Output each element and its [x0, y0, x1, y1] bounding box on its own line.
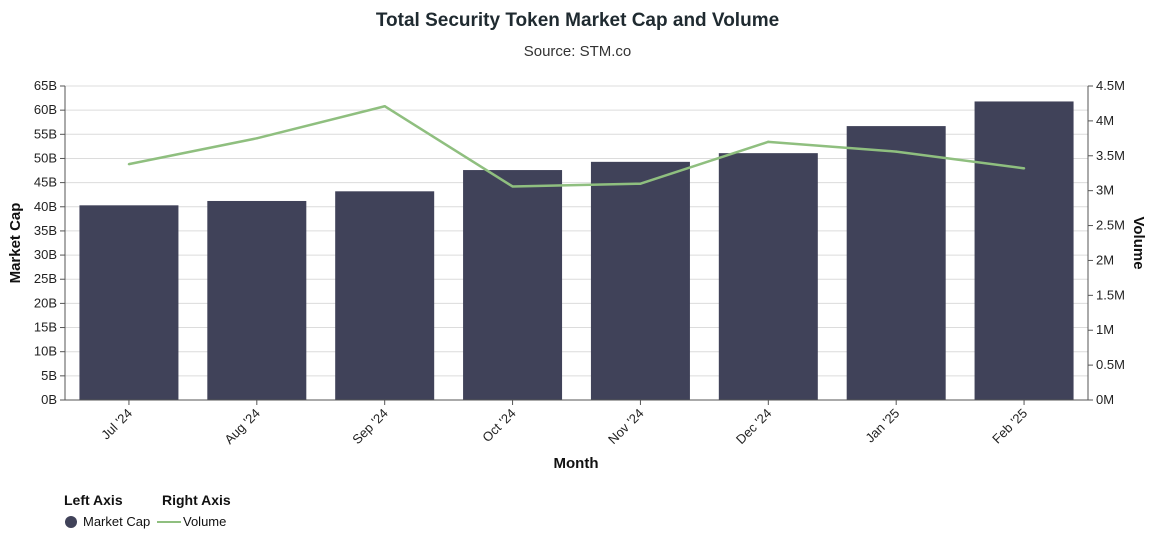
x-tick-label: Sep '24 — [349, 406, 390, 447]
point-volume — [1022, 167, 1026, 170]
left-axis-title: Market Cap — [7, 203, 24, 284]
point-volume — [894, 150, 898, 153]
bar-market-cap — [79, 205, 179, 400]
right-tick-label: 1.5M — [1096, 287, 1125, 302]
legend-swatch-circle-icon — [65, 515, 77, 528]
left-tick-label: 50B — [34, 150, 57, 165]
line-volume — [128, 104, 1025, 188]
line-series — [127, 104, 1026, 188]
left-tick-label: 55B — [34, 126, 57, 141]
bar-series — [79, 101, 1074, 400]
bar-market-cap — [846, 126, 946, 400]
x-tick-label: Dec '24 — [733, 406, 774, 447]
right-tick-label: 2.5M — [1096, 218, 1125, 233]
legend-label-volume: Volume — [183, 514, 227, 529]
right-tick-label: 3M — [1096, 183, 1114, 198]
legend-right-header: Right Axis — [162, 492, 231, 508]
bar-market-cap — [590, 161, 690, 400]
x-tick-label: Aug '24 — [221, 406, 262, 447]
right-tick-label: 2M — [1096, 252, 1114, 267]
x-tick-label: Oct '24 — [479, 406, 518, 445]
left-tick-label: 20B — [34, 295, 57, 310]
bar-market-cap — [718, 153, 818, 400]
legend-left-header: Left Axis — [64, 492, 123, 508]
point-volume — [511, 185, 514, 188]
legend-item-volume: Volume — [157, 514, 226, 529]
bar-market-cap — [974, 101, 1074, 400]
bar-market-cap — [207, 200, 307, 400]
right-tick-label: 0M — [1096, 392, 1114, 407]
right-axis-title: Volume — [1130, 216, 1147, 269]
left-tick-label: 45B — [34, 175, 57, 190]
point-volume — [255, 137, 259, 140]
chart-subtitle: Source: STM.co — [523, 43, 632, 60]
left-tick-label: 30B — [34, 247, 57, 262]
legend-swatch-line-icon — [157, 520, 181, 523]
x-tick-label: Jul '24 — [98, 406, 135, 443]
point-volume — [127, 162, 131, 166]
x-axis-title: Month — [554, 455, 599, 472]
legend-label-market-cap: Market Cap — [83, 514, 151, 529]
right-tick-label: 4.5M — [1096, 78, 1125, 93]
right-tick-label: 1M — [1096, 322, 1114, 337]
left-tick-label: 0B — [41, 392, 57, 407]
right-tick-label: 3.5M — [1096, 148, 1125, 163]
bar-market-cap — [463, 170, 563, 400]
x-tick-label: Nov '24 — [605, 406, 646, 447]
left-tick-label: 60B — [34, 102, 57, 117]
combo-chart: 0B 5B 10B 15B 20B 25B 30B 35B 40B 45B 50B 55B 60B 65B… — [7, 78, 1147, 472]
left-tick-label: 40B — [34, 199, 57, 214]
axes: 0B 5B 10B 15B 20B 25B 30B 35B 40B 45B 50B 55B 60B 65B… — [34, 78, 1125, 447]
point-volume — [383, 105, 386, 108]
left-tick-label: 5B — [41, 368, 57, 383]
bar-market-cap — [335, 191, 435, 400]
left-tick-label: 15B — [34, 320, 57, 335]
left-tick-label: 10B — [34, 344, 57, 359]
left-tick-label: 35B — [34, 223, 57, 238]
x-tick-label: Feb '25 — [989, 406, 1030, 447]
x-tick-label: Jan '25 — [862, 406, 902, 446]
left-tick-label: 65B — [34, 78, 57, 93]
chart-title: Total Security Token Market Cap and Volu… — [375, 10, 780, 31]
point-volume — [639, 182, 642, 185]
right-tick-label: 4M — [1096, 113, 1114, 128]
left-tick-label: 25B — [34, 271, 57, 286]
point-volume — [767, 140, 770, 144]
legend-item-market-cap: Market Cap — [65, 514, 150, 529]
right-tick-label: 0.5M — [1096, 357, 1125, 372]
